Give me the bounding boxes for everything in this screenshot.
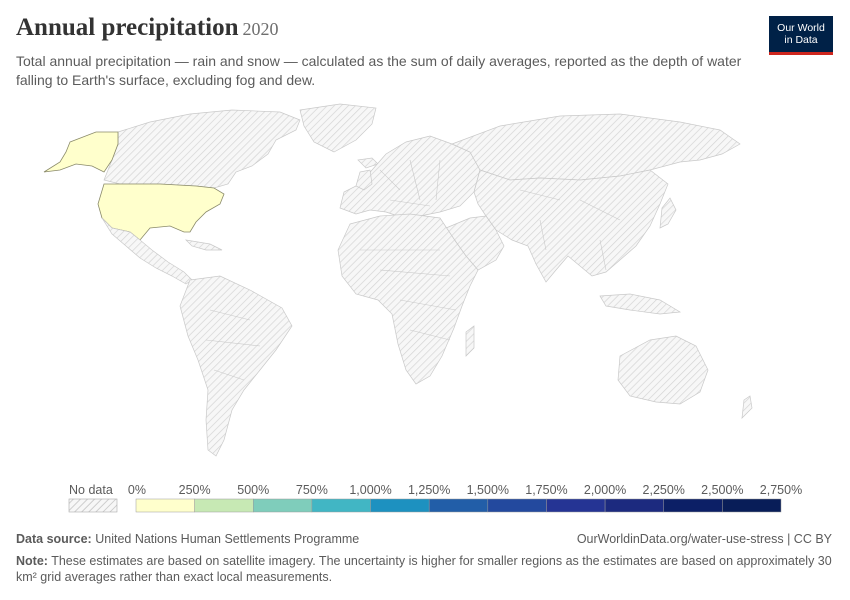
note-label: Note: — [16, 554, 48, 568]
world-map — [43, 103, 753, 457]
legend-tick-label: 2,750% — [760, 483, 802, 497]
source-url[interactable]: OurWorldinData.org/water-use-stress | CC… — [576, 532, 832, 546]
data-source-label: Data source: — [16, 532, 92, 546]
region-asia[interactable] — [473, 169, 669, 283]
legend-swatch[interactable] — [428, 498, 489, 513]
data-source: Data source: United Nations Human Settle… — [16, 532, 359, 546]
legend-swatch[interactable] — [546, 498, 606, 513]
region-new-zealand[interactable] — [741, 395, 753, 419]
logo-line-1: Our World — [777, 22, 825, 34]
legend-tick-label: 250% — [179, 483, 211, 497]
legend-swatch[interactable] — [253, 498, 313, 513]
logo-line-2: in Data — [784, 34, 818, 46]
legend-bins: 0% 250% 500% 750% 1,000% 1,250% 1,500% 1,750% 2,… — [128, 483, 802, 513]
legend-swatch[interactable] — [135, 498, 195, 513]
note-text: These estimates are based on satellite i… — [16, 554, 832, 584]
legend-swatch[interactable] — [311, 498, 371, 513]
data-source-text: United Nations Human Settlements Program… — [95, 532, 360, 546]
legend-tick-label: 1,000% — [349, 483, 391, 497]
region-russia[interactable] — [451, 113, 741, 181]
legend-swatch[interactable] — [604, 498, 664, 513]
legend-swatch[interactable] — [487, 498, 547, 513]
region-british-isles[interactable] — [355, 169, 373, 191]
title-text: Annual precipitation — [16, 14, 239, 41]
region-africa[interactable] — [337, 213, 479, 385]
legend-tick-label: 750% — [296, 483, 328, 497]
note: Note: These estimates are based on satel… — [16, 553, 836, 585]
region-south-america[interactable] — [179, 275, 293, 457]
legend-tick-label: 1,500% — [467, 483, 509, 497]
region-japan[interactable] — [659, 197, 677, 229]
region-caribbean[interactable] — [184, 239, 223, 251]
legend-tick-label: 1,250% — [408, 483, 450, 497]
legend-swatch[interactable] — [663, 498, 723, 513]
chart-title: Annual precipitation 2020 — [16, 14, 279, 42]
region-southeast-asia-islands[interactable] — [599, 293, 682, 315]
owid-logo[interactable]: Our World in Data — [769, 16, 833, 55]
legend-swatch[interactable] — [370, 498, 430, 513]
legend-no-data-swatch[interactable] — [68, 498, 118, 513]
legend-swatch[interactable] — [722, 498, 782, 513]
legend-tick-label: 2,000% — [584, 483, 626, 497]
region-australia[interactable] — [617, 335, 709, 405]
legend-tick-label: 2,500% — [701, 483, 743, 497]
color-legend: No data 0% 250% 500% 750% 1,000% 1,250% 1,500%… — [68, 483, 802, 513]
legend-tick-label: 2,250% — [643, 483, 685, 497]
chart-subtitle: Total annual precipitation — rain and sn… — [16, 53, 742, 88]
legend-no-data-label: No data — [69, 483, 113, 497]
region-canada[interactable] — [103, 109, 301, 189]
legend-swatch[interactable] — [194, 498, 254, 513]
region-madagascar[interactable] — [465, 325, 475, 357]
title-year: 2020 — [242, 19, 279, 39]
legend-tick-label: 500% — [237, 483, 269, 497]
legend-tick-label: 0% — [128, 483, 146, 497]
region-greenland[interactable] — [299, 103, 377, 153]
region-alaska[interactable] — [43, 131, 119, 173]
legend-tick-label: 1,750% — [525, 483, 567, 497]
